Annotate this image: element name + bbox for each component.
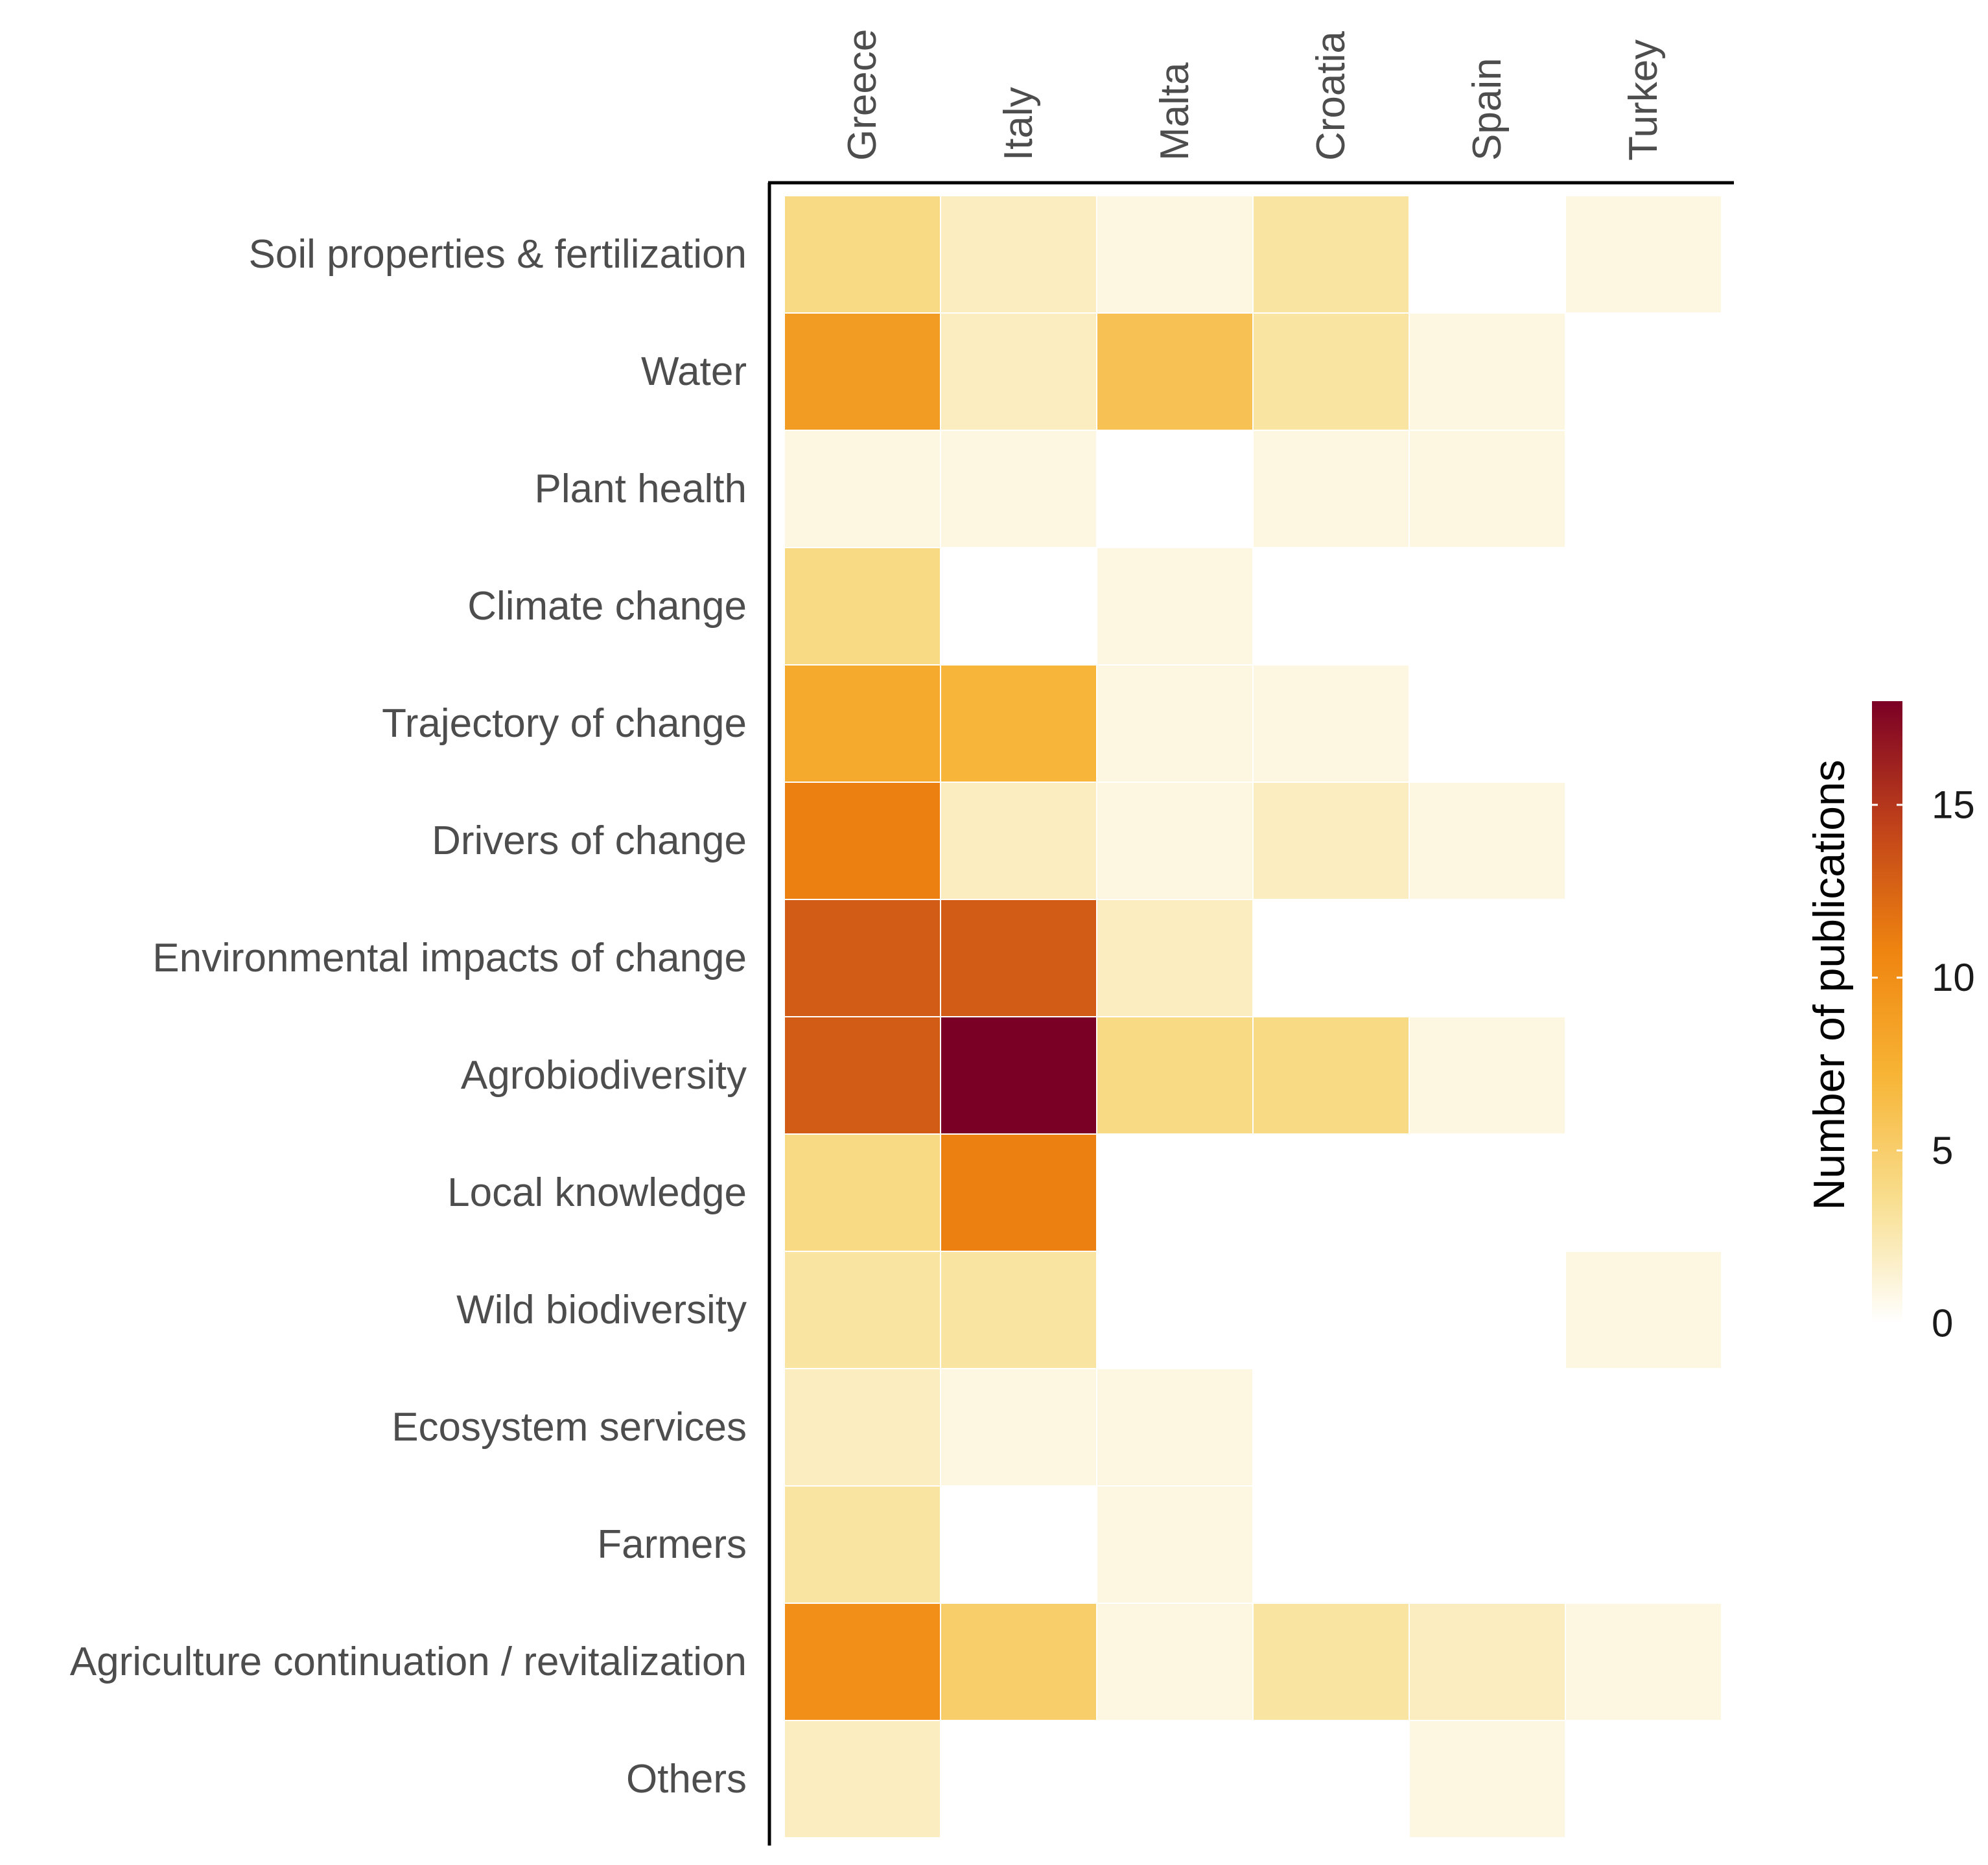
row-label: Others (626, 1757, 747, 1801)
row-label: Water (641, 349, 747, 394)
heatmap-cell (940, 1368, 1097, 1487)
heatmap-cell (1096, 1016, 1254, 1135)
heatmap-cell (1252, 195, 1410, 314)
heatmap-cell (784, 1603, 941, 1721)
heatmap-cell (940, 1251, 1097, 1369)
heatmap-cell (940, 430, 1097, 548)
heatmap-cell (784, 430, 941, 548)
colorbar-tick-label: 0 (1932, 1302, 1953, 1345)
column-label: Malta (1152, 62, 1197, 161)
colorbar-ticks: 0 5 10 15 (1872, 783, 1975, 1345)
heatmap-cell (940, 1603, 1097, 1721)
heatmap-cell (1096, 1368, 1254, 1487)
column-label: Italy (996, 87, 1041, 161)
heatmap-cell (1096, 1603, 1254, 1721)
heatmap-cell (784, 1368, 941, 1487)
heatmap-cell (784, 195, 941, 314)
heatmap-cell (784, 899, 941, 1017)
column-label: Croatia (1309, 31, 1353, 161)
row-label: Drivers of change (432, 818, 747, 863)
column-label: Greece (840, 29, 885, 161)
colorbar-title: Number of publications (1805, 759, 1854, 1210)
heatmap-cell (1409, 312, 1566, 431)
heatmap-cells (784, 195, 1722, 1838)
heatmap-cell (784, 1133, 941, 1252)
heatmap-cell (1252, 430, 1410, 548)
heatmap-cell (1565, 1251, 1722, 1369)
heatmap-cell (784, 1485, 941, 1604)
colorbar (1872, 701, 1902, 1323)
colorbar-tick-label: 5 (1932, 1129, 1953, 1172)
column-label: Turkey (1621, 40, 1666, 161)
heatmap-cell (1252, 1603, 1410, 1721)
heatmap-cell (940, 1016, 1097, 1135)
heatmap-cell (1409, 430, 1566, 548)
heatmap-cell (784, 312, 941, 431)
heatmap-cell (1409, 1016, 1566, 1135)
heatmap-cell (1252, 1016, 1410, 1135)
heatmap-cell (940, 312, 1097, 431)
heatmap-cell (1096, 899, 1254, 1017)
heatmap-cell (940, 664, 1097, 783)
heatmap-cell (784, 1016, 941, 1135)
heatmap-cell (940, 195, 1097, 314)
column-label: Spain (1465, 58, 1510, 161)
heatmap-cell (1096, 547, 1254, 666)
heatmap-cell (1565, 1603, 1722, 1721)
heatmap-cell (1096, 312, 1254, 431)
heatmap-cell (1252, 312, 1410, 431)
heatmap-cell (1565, 195, 1722, 314)
heatmap-cell (1409, 782, 1566, 900)
heatmap-cell (940, 782, 1097, 900)
colorbar-tick-label: 15 (1932, 783, 1975, 827)
heatmap-cell (1096, 782, 1254, 900)
row-label: Trajectory of change (382, 701, 747, 746)
row-label: Climate change (467, 584, 747, 629)
heatmap-cell (1096, 1485, 1254, 1604)
column-labels: Greece Italy Malta Croatia Spain Turkey (840, 29, 1666, 161)
heatmap-cell (940, 899, 1097, 1017)
row-label: Farmers (597, 1522, 747, 1567)
heatmap-cell (784, 664, 941, 783)
heatmap-cell (1252, 782, 1410, 900)
row-label: Soil properties & fertilization (249, 232, 747, 277)
heatmap-cell (1409, 1720, 1566, 1838)
row-label: Local knowledge (447, 1170, 747, 1215)
heatmap-cell (784, 1720, 941, 1838)
axes (767, 181, 1734, 1846)
heatmap-cell (784, 1251, 941, 1369)
row-label: Wild biodiversity (456, 1288, 747, 1332)
heatmap-cell (1096, 195, 1254, 314)
row-labels: Soil properties & fertilization Water Plan… (70, 232, 747, 1801)
heatmap-cell (1096, 664, 1254, 783)
row-label: Agriculture continuation / revitalizatio… (70, 1639, 747, 1684)
row-label: Environmental impacts of change (152, 936, 747, 980)
row-label: Ecosystem services (392, 1405, 747, 1450)
row-label: Agrobiodiversity (461, 1053, 747, 1098)
heatmap-cell (1252, 664, 1410, 783)
row-label: Plant health (535, 467, 747, 511)
heatmap-cell (1409, 1603, 1566, 1721)
heatmap-cell (784, 782, 941, 900)
heatmap-cell (940, 1133, 1097, 1252)
colorbar-tick-label: 10 (1932, 956, 1975, 999)
heatmap-cell (784, 547, 941, 666)
colorbar-legend: 0 5 10 15 Number of publications (1805, 701, 1975, 1345)
